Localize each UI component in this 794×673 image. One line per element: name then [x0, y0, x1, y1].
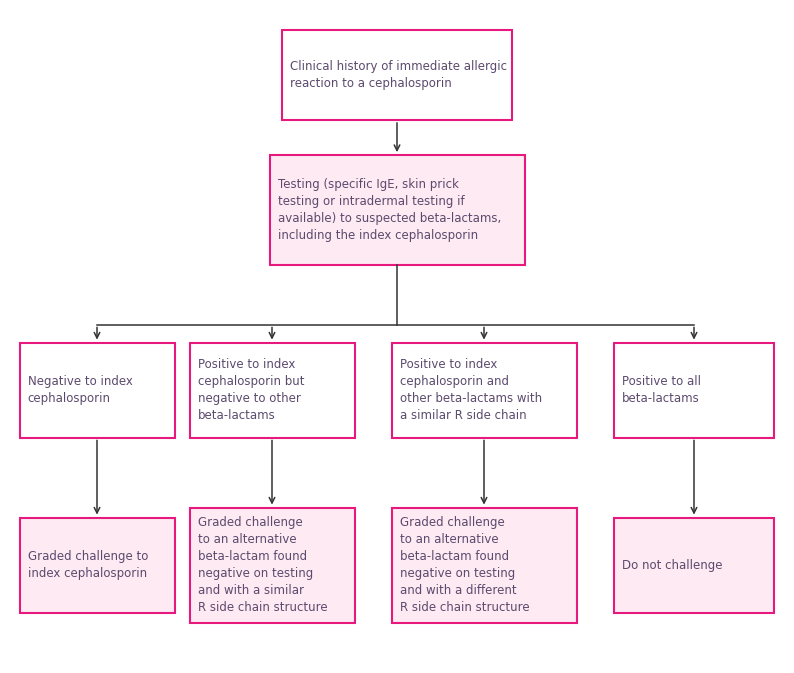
Bar: [190, 343, 354, 437]
Text: Testing (specific IgE, skin prick
testing or intradermal testing if
available) t: Testing (specific IgE, skin prick testin…: [277, 178, 501, 242]
Bar: [391, 507, 576, 623]
Text: Clinical history of immediate allergic
reaction to a cephalosporin: Clinical history of immediate allergic r…: [290, 60, 507, 90]
Text: Graded challenge
to an alternative
beta-lactam found
negative on testing
and wit: Graded challenge to an alternative beta-…: [399, 516, 529, 614]
Text: Positive to index
cephalosporin but
negative to other
beta-lactams: Positive to index cephalosporin but nega…: [198, 358, 304, 422]
Bar: [20, 518, 175, 612]
Bar: [614, 518, 774, 612]
Bar: [391, 343, 576, 437]
Text: Do not challenge: Do not challenge: [622, 559, 723, 571]
Bar: [614, 343, 774, 437]
Text: Negative to index
cephalosporin: Negative to index cephalosporin: [28, 375, 133, 405]
Bar: [20, 343, 175, 437]
Bar: [282, 30, 512, 120]
Text: Graded challenge
to an alternative
beta-lactam found
negative on testing
and wit: Graded challenge to an alternative beta-…: [198, 516, 327, 614]
Text: Positive to index
cephalosporin and
other beta-lactams with
a similar R side cha: Positive to index cephalosporin and othe…: [399, 358, 542, 422]
Text: Graded challenge to
index cephalosporin: Graded challenge to index cephalosporin: [28, 550, 148, 580]
Text: Positive to all
beta-lactams: Positive to all beta-lactams: [622, 375, 701, 405]
Bar: [190, 507, 354, 623]
Bar: [269, 155, 525, 265]
